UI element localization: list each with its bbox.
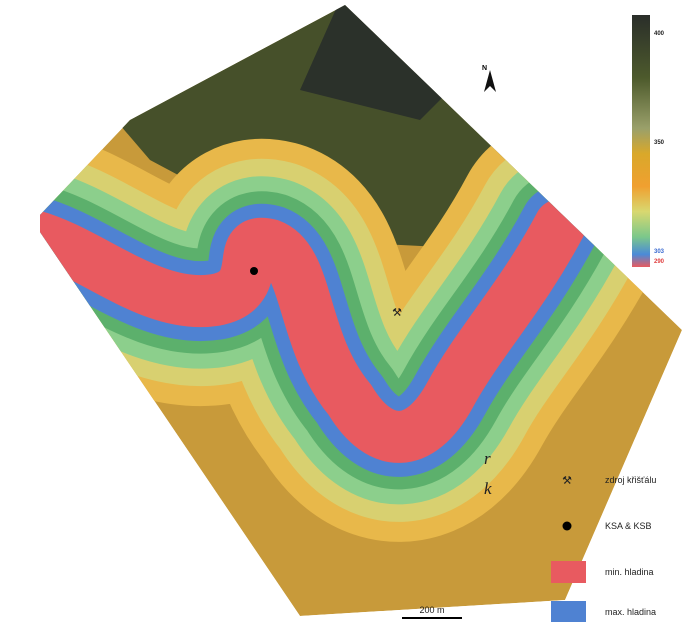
crystal-symbol: ⚒ [392,307,402,319]
legend-swatch [551,601,586,622]
scale-label: 200 m [419,605,444,615]
colorbar-label: 290 [654,259,665,265]
colorbar-label: 350 [654,140,665,146]
legend-symbol [562,521,572,531]
side-text: k [484,479,492,498]
legend-label: min. hladina [605,567,654,577]
colorbar [632,15,650,267]
legend-label: zdroj křišťálu [605,475,656,485]
north-arrow [484,70,496,92]
legend-label: KSA & KSB [605,521,652,531]
site-marker [250,267,258,275]
legend-swatch [551,561,586,583]
colorbar-label: 303 [654,249,665,255]
north-label: N [482,65,487,72]
terrain [40,5,682,616]
legend-label: max. hladina [605,607,656,617]
side-text: r [484,449,491,468]
legend-symbol: ⚒ [562,475,572,487]
colorbar-label: 400 [654,31,665,37]
